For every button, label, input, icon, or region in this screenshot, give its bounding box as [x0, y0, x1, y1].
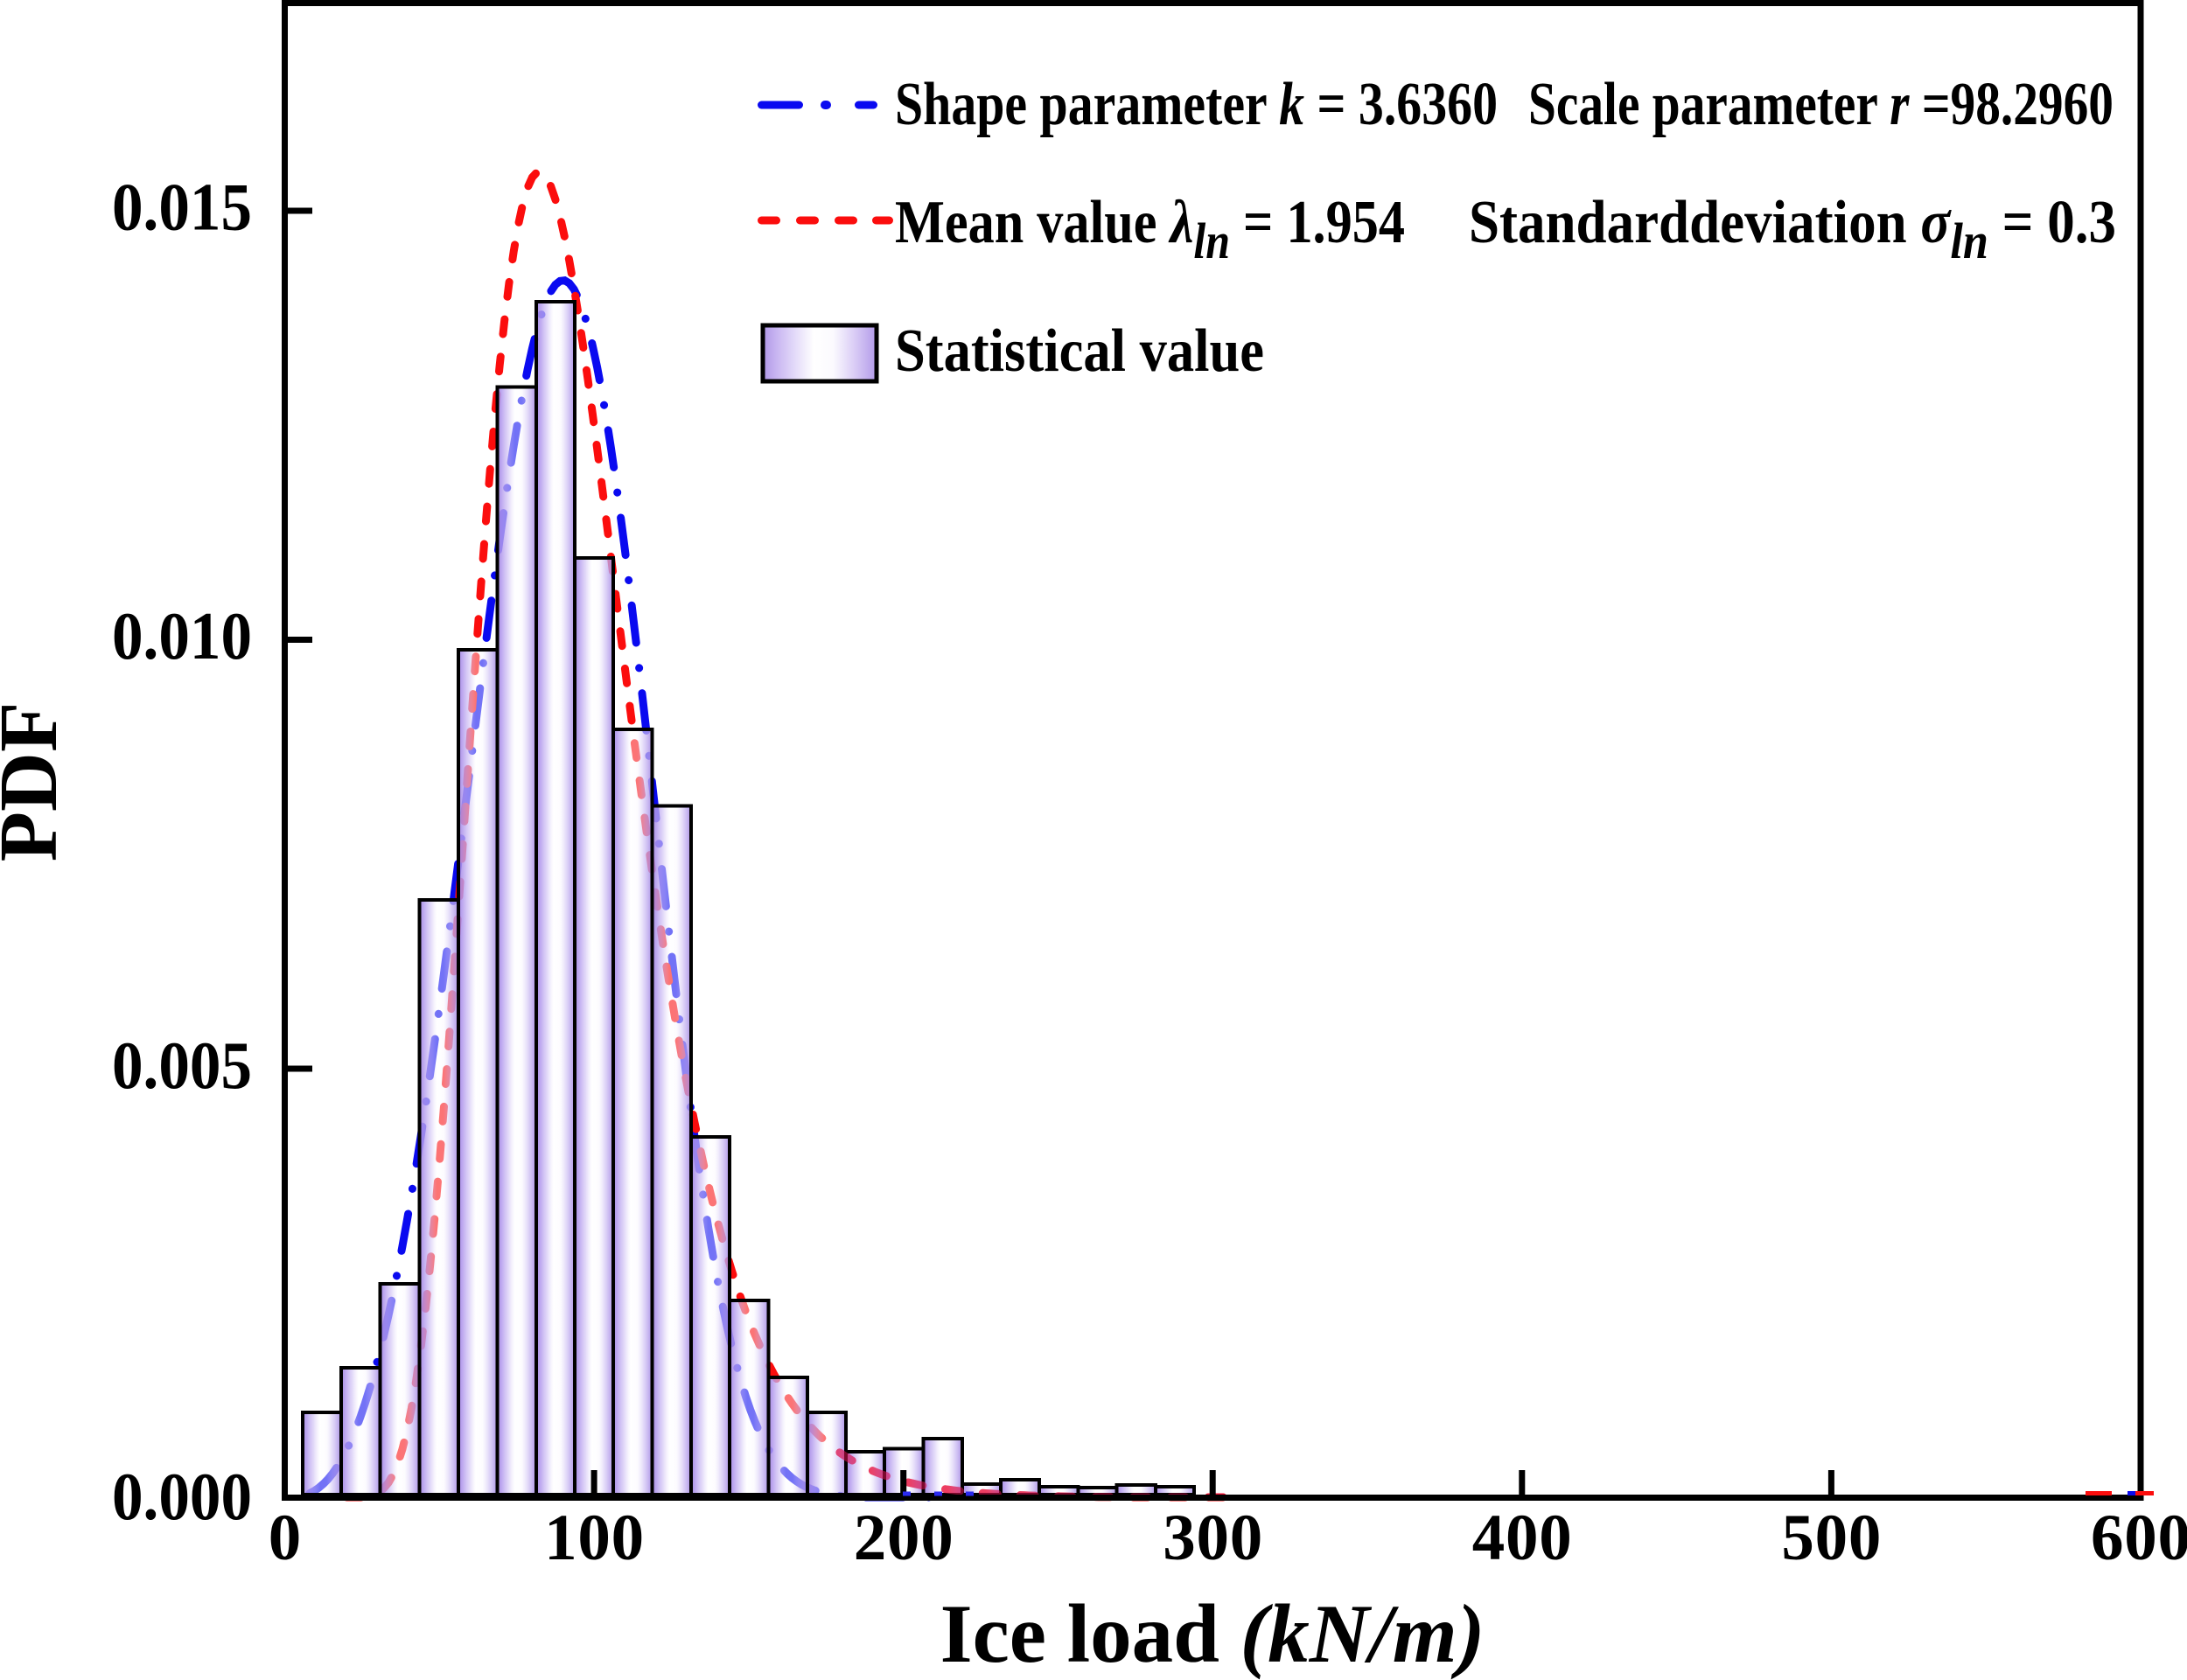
svg-text:200: 200: [854, 1502, 954, 1574]
svg-text:0.000: 0.000: [112, 1459, 252, 1534]
svg-text:600: 600: [2091, 1502, 2187, 1574]
svg-text:0.010: 0.010: [112, 598, 252, 673]
svg-text:100: 100: [544, 1502, 644, 1574]
svg-text:Ice load (kN/m): Ice load (kN/m): [940, 1587, 1485, 1680]
svg-text:500: 500: [1781, 1502, 1881, 1574]
svg-text:PDF: PDF: [0, 702, 74, 862]
svg-text:0: 0: [269, 1502, 302, 1574]
svg-text:Standarddeviation σln = 0.3: Standarddeviation σln = 0.3: [1469, 189, 2116, 269]
svg-text:Statistical value: Statistical value: [895, 317, 1264, 385]
svg-text:0.005: 0.005: [112, 1028, 252, 1103]
svg-text:0.015: 0.015: [112, 170, 252, 245]
svg-text:Mean value λln = 1.954: Mean value λln = 1.954: [895, 189, 1405, 269]
svg-text:Scale parameter r =98.2960: Scale parameter r =98.2960: [1528, 71, 2114, 138]
svg-text:400: 400: [1472, 1502, 1572, 1574]
svg-text:Shape parameter k = 3.6360: Shape parameter k = 3.6360: [895, 71, 1498, 138]
svg-text:300: 300: [1163, 1502, 1262, 1574]
